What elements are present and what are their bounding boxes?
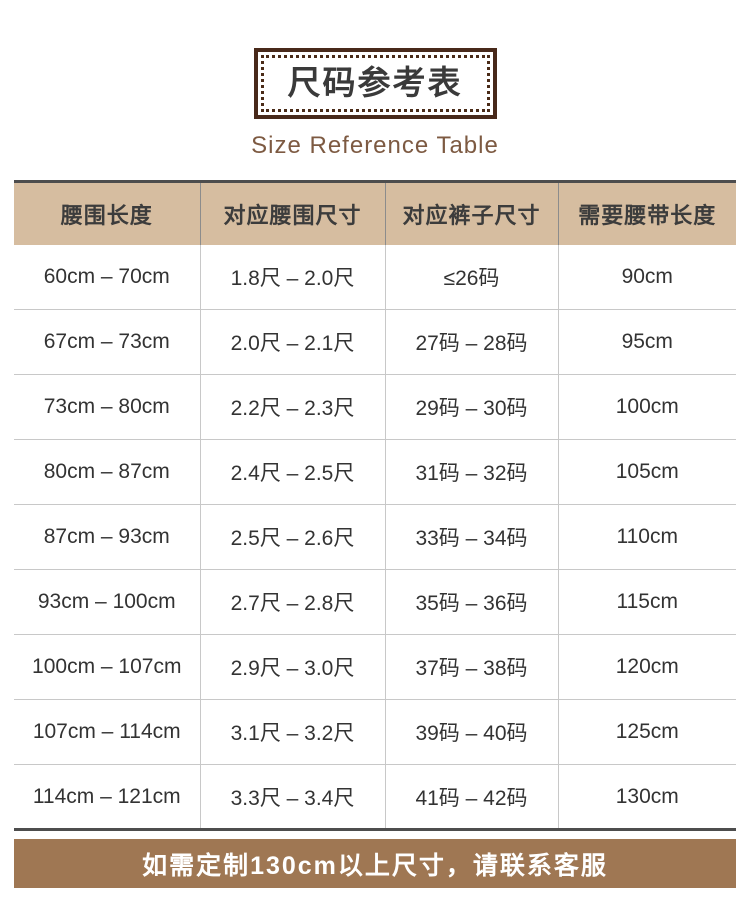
table-cell: 73cm – 80cm — [14, 374, 200, 440]
page-subtitle: Size Reference Table — [251, 132, 499, 159]
page-title: 尺码参考表 — [287, 64, 463, 101]
table-cell: 60cm – 70cm — [14, 244, 200, 310]
header-cell-belt-length: 需要腰带长度 — [557, 181, 736, 245]
table-cell: 35码 – 36码 — [384, 569, 558, 635]
table-row: 100cm – 107cm 2.9尺 – 3.0尺 37码 – 38码 120cm — [14, 634, 736, 700]
table-cell: 3.3尺 – 3.4尺 — [199, 764, 385, 830]
table-cell: 2.4尺 – 2.5尺 — [199, 439, 385, 505]
table-cell: 105cm — [557, 439, 736, 505]
table-cell: 41码 – 42码 — [384, 764, 558, 830]
table-row: 67cm – 73cm 2.0尺 – 2.1尺 27码 – 28码 95cm — [14, 309, 736, 375]
footer-notice-text: 如需定制130cm以上尺寸，请联系客服 — [142, 851, 608, 880]
table-cell: 130cm — [557, 764, 736, 830]
table-cell: ≤26码 — [384, 244, 558, 310]
size-reference-table: 腰围长度 对应腰围尺寸 对应裤子尺寸 需要腰带长度 60cm – 70cm 1.8… — [14, 180, 736, 831]
table-cell: 115cm — [557, 569, 736, 635]
table-cell: 3.1尺 – 3.2尺 — [199, 699, 385, 765]
table-row: 73cm – 80cm 2.2尺 – 2.3尺 29码 – 30码 100cm — [14, 374, 736, 440]
table-cell: 33码 – 34码 — [384, 504, 558, 570]
size-chart-page: 尺码参考表 Size Reference Table 腰围长度 对应腰围尺寸 对… — [0, 48, 750, 906]
table-cell: 100cm — [557, 374, 736, 440]
table-cell: 114cm – 121cm — [14, 764, 200, 830]
table-cell: 90cm — [557, 244, 736, 310]
table-cell: 100cm – 107cm — [14, 634, 200, 700]
table-body: 60cm – 70cm 1.8尺 – 2.0尺 ≤26码 90cm 67cm – 73c… — [14, 244, 736, 830]
table-row: 107cm – 114cm 3.1尺 – 3.2尺 39码 – 40码 125cm — [14, 699, 736, 765]
table-cell: 39码 – 40码 — [384, 699, 558, 765]
title-box: 尺码参考表 — [253, 48, 497, 119]
table-cell: 2.5尺 – 2.6尺 — [199, 504, 385, 570]
table-cell: 80cm – 87cm — [14, 439, 200, 505]
table-cell: 2.2尺 – 2.3尺 — [199, 374, 385, 440]
table-row: 80cm – 87cm 2.4尺 – 2.5尺 31码 – 32码 105cm — [14, 439, 736, 505]
table-cell: 67cm – 73cm — [14, 309, 200, 375]
table-row: 93cm – 100cm 2.7尺 – 2.8尺 35码 – 36码 115cm — [14, 569, 736, 635]
table-cell: 2.7尺 – 2.8尺 — [199, 569, 385, 635]
table-cell: 1.8尺 – 2.0尺 — [199, 244, 385, 310]
title-dotted-frame: 尺码参考表 — [260, 55, 490, 112]
table-cell: 93cm – 100cm — [14, 569, 200, 635]
table-cell: 2.9尺 – 3.0尺 — [199, 634, 385, 700]
table-row: 87cm – 93cm 2.5尺 – 2.6尺 33码 – 34码 110cm — [14, 504, 736, 570]
table-cell: 31码 – 32码 — [384, 439, 558, 505]
table-header-row: 腰围长度 对应腰围尺寸 对应裤子尺寸 需要腰带长度 — [14, 181, 736, 245]
header-cell-waist-size: 对应腰围尺寸 — [199, 181, 385, 245]
table-cell: 27码 – 28码 — [384, 309, 558, 375]
table-cell: 107cm – 114cm — [14, 699, 200, 765]
table-cell: 125cm — [557, 699, 736, 765]
table-row: 60cm – 70cm 1.8尺 – 2.0尺 ≤26码 90cm — [14, 244, 736, 310]
footer-notice-bar: 如需定制130cm以上尺寸，请联系客服 — [14, 839, 736, 888]
table-cell: 2.0尺 – 2.1尺 — [199, 309, 385, 375]
table-cell: 110cm — [557, 504, 736, 570]
table-cell: 29码 – 30码 — [384, 374, 558, 440]
table-cell: 87cm – 93cm — [14, 504, 200, 570]
table-row: 114cm – 121cm 3.3尺 – 3.4尺 41码 – 42码 130cm — [14, 764, 736, 830]
header-cell-waist-length: 腰围长度 — [14, 181, 200, 245]
table-cell: 95cm — [557, 309, 736, 375]
table-header: 腰围长度 对应腰围尺寸 对应裤子尺寸 需要腰带长度 — [14, 181, 736, 245]
table-cell: 120cm — [557, 634, 736, 700]
header-cell-pants-size: 对应裤子尺寸 — [384, 181, 558, 245]
table-cell: 37码 – 38码 — [384, 634, 558, 700]
